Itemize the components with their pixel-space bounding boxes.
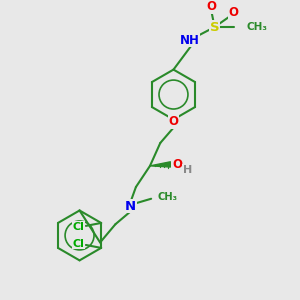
Text: CH₃: CH₃ (158, 192, 178, 202)
Text: O: O (169, 115, 178, 128)
Text: Cl: Cl (72, 239, 84, 249)
Polygon shape (150, 162, 170, 167)
Text: S: S (210, 20, 219, 34)
Text: O: O (172, 158, 182, 172)
Text: O: O (207, 0, 217, 13)
Text: H: H (183, 165, 192, 175)
Text: NH: NH (180, 34, 200, 47)
Text: O: O (229, 6, 238, 19)
Text: Cl: Cl (72, 222, 84, 232)
Text: CH₃: CH₃ (247, 22, 268, 32)
Text: N: N (125, 200, 136, 213)
